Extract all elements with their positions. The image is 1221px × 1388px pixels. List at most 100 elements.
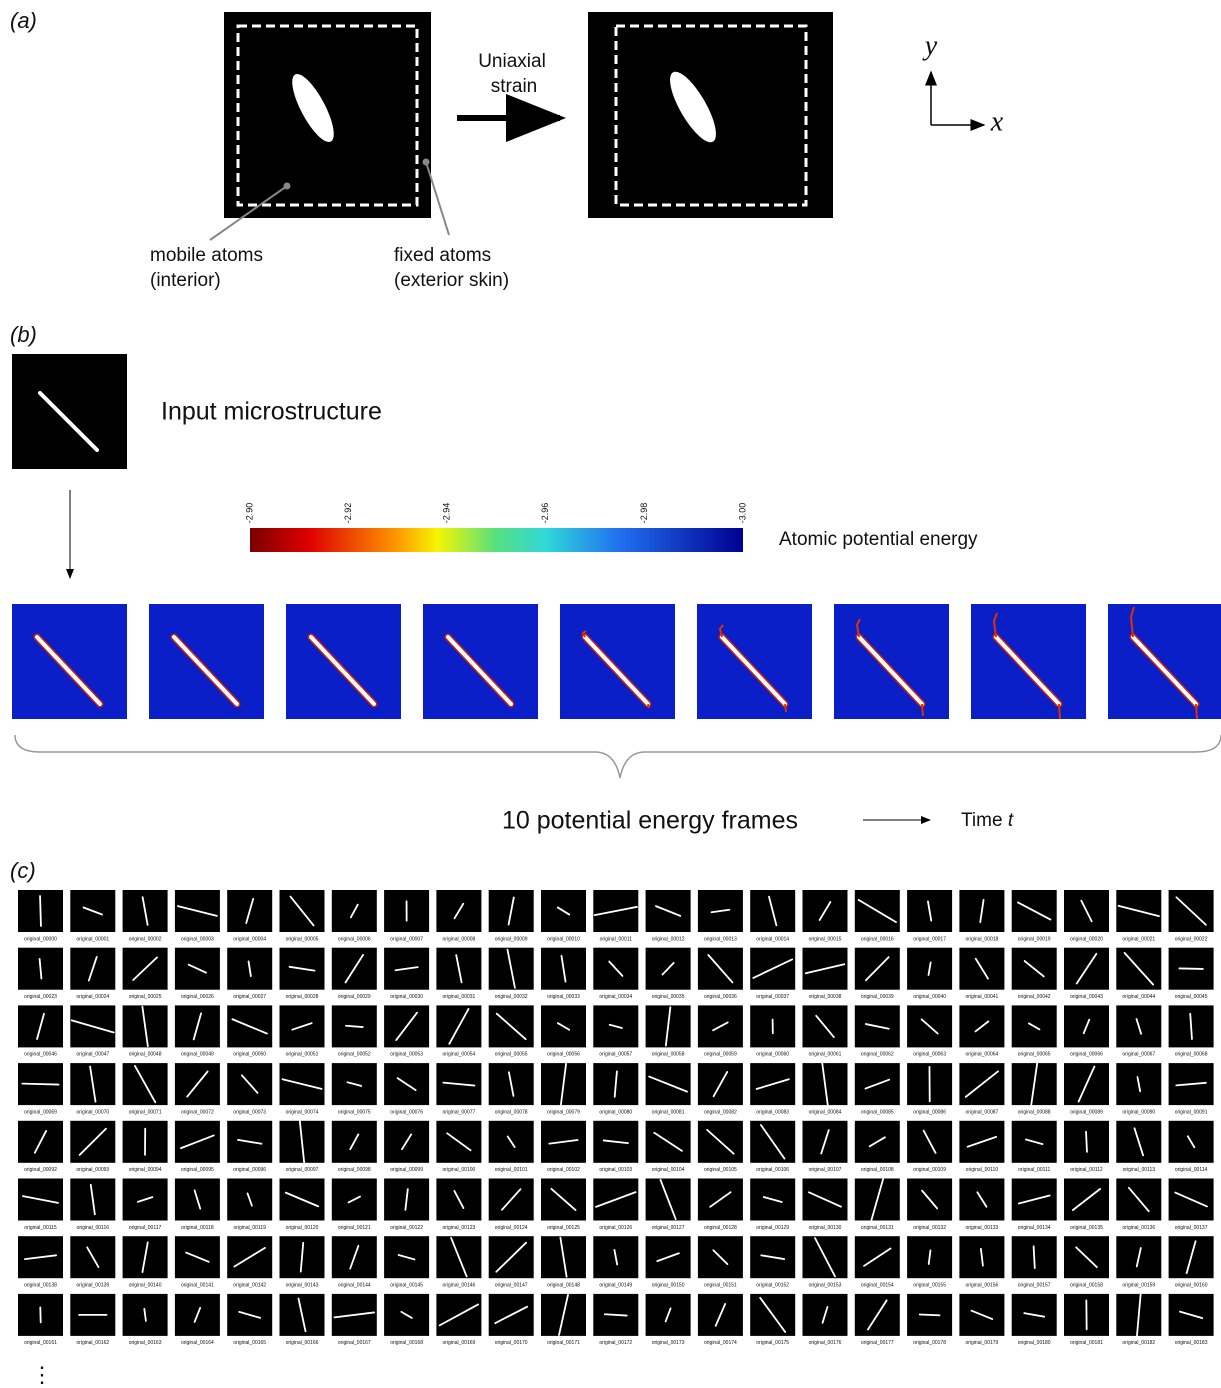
thumbnail-label: original_00136 (1122, 1225, 1155, 1231)
thumbnail-label: original_00034 (599, 994, 632, 1000)
thumbnail-label: original_00014 (756, 936, 789, 942)
thumbnail-label: original_00048 (129, 1052, 162, 1058)
thumbnail-label: original_00007 (390, 936, 423, 942)
thumbnail-label: original_00091 (1175, 1109, 1208, 1115)
page: (a) Uniaxial strain mobile atoms (interi… (0, 0, 1221, 1388)
figure: (a) Uniaxial strain mobile atoms (interi… (0, 0, 1221, 1388)
thumbnail-label: original_00018 (965, 936, 998, 942)
time-label: Time t (961, 810, 1014, 831)
colorbar-tick: -2.96 (540, 503, 550, 524)
thumbnail-label: original_00023 (24, 994, 57, 1000)
input-label: Input microstructure (161, 398, 382, 426)
callout-dot (423, 159, 430, 166)
thumbnail-label: original_00072 (181, 1109, 214, 1115)
crack-branch (1196, 704, 1197, 719)
thumbnail-label: original_00121 (338, 1225, 371, 1231)
crack-branch (648, 704, 649, 708)
thumbnail-label: original_00073 (233, 1109, 266, 1115)
thumbnail-label: original_00058 (652, 1052, 685, 1058)
thumbnail-label: original_00174 (704, 1340, 737, 1346)
thumbnail-label: original_00078 (495, 1109, 528, 1115)
thumbnail-label: original_00142 (233, 1283, 266, 1289)
thumbnail-label: original_00147 (495, 1283, 528, 1289)
thumbnail-label: original_00106 (756, 1167, 789, 1173)
thumbnail-label: original_00000 (24, 936, 57, 942)
thumbnail-label: original_00067 (1122, 1052, 1155, 1058)
thumbnail-label: original_00107 (809, 1167, 842, 1173)
thumbnail-label: original_00161 (24, 1340, 57, 1346)
more-indicator: ⋮ (31, 1362, 53, 1387)
thumbnail-label: original_00122 (390, 1225, 423, 1231)
thumbnail-label: original_00020 (1070, 936, 1103, 942)
thumbnail-label: original_00095 (181, 1167, 214, 1173)
thumbnail-label: original_00168 (390, 1340, 423, 1346)
energy-frame (149, 604, 264, 719)
thumbnail-label: original_00015 (809, 936, 842, 942)
thumbnail-label: original_00167 (338, 1340, 371, 1346)
fixed-label: fixed atoms (394, 245, 491, 266)
thumbnail-label: original_00070 (76, 1109, 109, 1115)
thumbnail-label: original_00022 (1175, 936, 1208, 942)
colorbar (250, 528, 743, 552)
thumbnail-label: original_00130 (809, 1225, 842, 1231)
thumbnail-label: original_00110 (966, 1167, 999, 1173)
thumbnail-label: original_00146 (442, 1283, 475, 1289)
thumbnail-label: original_00030 (390, 994, 423, 1000)
thumbnail-label: original_00043 (1070, 994, 1103, 1000)
brace (15, 735, 1221, 778)
thumbnail-label: original_00059 (704, 1052, 737, 1058)
thumbnail-label: original_00143 (286, 1283, 319, 1289)
arrow-text: strain (491, 76, 537, 97)
thumbnail-label: original_00118 (181, 1225, 214, 1231)
thumbnail-label: original_00104 (652, 1167, 685, 1173)
thumbnail-label: original_00153 (809, 1283, 842, 1289)
thumbnail-label: original_00126 (599, 1225, 632, 1231)
thumbnail-label: original_00170 (495, 1340, 528, 1346)
thumbnail-label: original_00135 (1070, 1225, 1103, 1231)
thumbnail-label: original_00035 (652, 994, 685, 1000)
thumbnail-label: original_00006 (338, 936, 371, 942)
thumbnail-label: original_00120 (286, 1225, 319, 1231)
thumbnail-label: original_00164 (181, 1340, 214, 1346)
thumbnail-label: original_00049 (181, 1052, 214, 1058)
thumbnail-label: original_00085 (861, 1109, 894, 1115)
thumbnail-label: original_00166 (286, 1340, 319, 1346)
thumbnail-label: original_00084 (809, 1109, 842, 1115)
thumbnail-crack (1034, 1246, 1035, 1268)
mobile-label: mobile atoms (150, 245, 263, 266)
energy-frame (423, 604, 538, 719)
thumbnail-label: original_00148 (547, 1283, 580, 1289)
mobile-label: (interior) (150, 270, 221, 291)
thumbnail-label: original_00038 (809, 994, 842, 1000)
thumbnail-label: original_00108 (861, 1167, 894, 1173)
thumbnail-label: original_00109 (913, 1167, 946, 1173)
thumbnail-label: original_00144 (338, 1283, 371, 1289)
thumbnail-label: original_00180 (1018, 1340, 1051, 1346)
thumbnail-label: original_00150 (652, 1283, 685, 1289)
thumbnail-label: original_00012 (652, 936, 685, 942)
thumbnail-label: original_00169 (442, 1340, 475, 1346)
thumbnail-label: original_00004 (233, 936, 266, 942)
thumbnail-label: original_00056 (547, 1052, 580, 1058)
panel-label: (a) (10, 8, 37, 33)
thumbnail-crack (40, 896, 41, 926)
thumbnail-label: original_00002 (129, 936, 162, 942)
thumbnail-label: original_00172 (599, 1340, 632, 1346)
thumbnail-crack (22, 1084, 58, 1085)
thumbnail-label: original_00152 (756, 1283, 789, 1289)
thumbnail-label: original_00011 (600, 936, 633, 942)
thumbnail-label: original_00046 (24, 1052, 57, 1058)
thumbnail-label: original_00163 (129, 1340, 162, 1346)
thumbnail-label: original_00179 (965, 1340, 998, 1346)
thumbnail-label: original_00140 (129, 1283, 162, 1289)
panel-label: (c) (10, 858, 36, 883)
thumbnail-label: original_00050 (233, 1052, 266, 1058)
thumbnail-label: original_00044 (1122, 994, 1155, 1000)
thumbnail-label: original_00155 (913, 1283, 946, 1289)
colorbar-tick: -2.90 (244, 503, 254, 524)
thumbnail-label: original_00101 (495, 1167, 528, 1173)
thumbnail-label: original_00025 (129, 994, 162, 1000)
thumbnail-label: original_00028 (286, 994, 319, 1000)
thumbnail-label: original_00005 (286, 936, 319, 942)
thumbnail-label: original_00033 (547, 994, 580, 1000)
